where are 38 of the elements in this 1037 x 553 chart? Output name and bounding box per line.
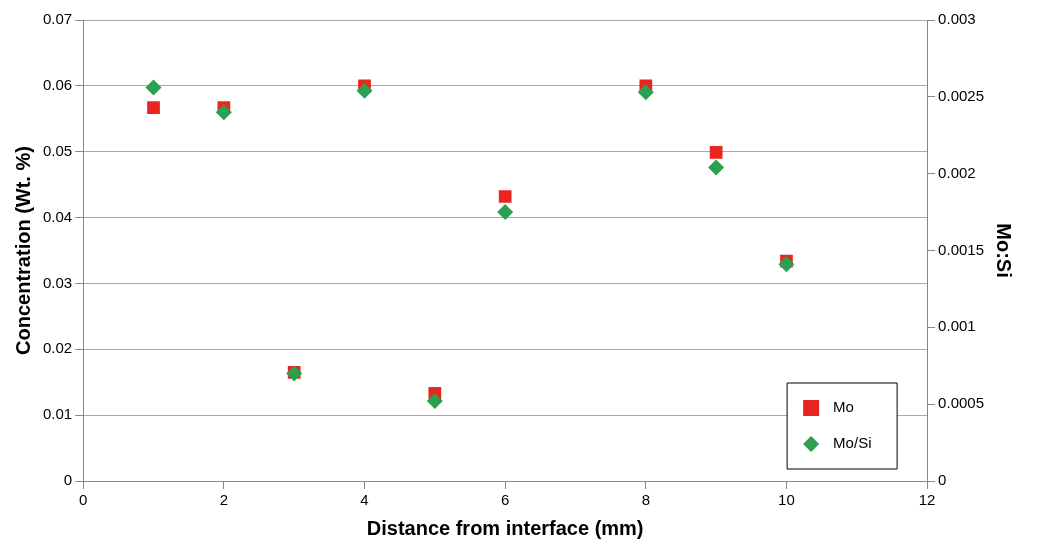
y-tick-label: 0.04 <box>42 207 73 225</box>
point <box>637 84 654 101</box>
point <box>356 82 373 99</box>
y-tick-label: 0.01 <box>42 405 73 423</box>
point <box>215 104 232 121</box>
y2-tick-label: 0.0005 <box>938 394 985 412</box>
x-tick-label: 12 <box>918 491 936 509</box>
legend-label: Mo/Si <box>833 434 872 452</box>
y2-tick-label: 0.002 <box>938 163 976 181</box>
y-tick-label: 0.06 <box>42 76 73 93</box>
x-tick-label: 0 <box>79 491 88 509</box>
point <box>708 159 725 176</box>
y-tick-label: 0.05 <box>42 141 73 159</box>
y-axis-title: Concentration (Wt. %) <box>11 146 34 355</box>
y-tick-label: 0.07 <box>42 10 73 28</box>
y2-tick-label: 0.0015 <box>938 240 985 258</box>
y-tick-label: 0.02 <box>42 339 73 357</box>
x-tick-label: 2 <box>219 491 229 509</box>
point <box>709 146 723 159</box>
y2-tick-label: 0.0025 <box>938 86 985 104</box>
point <box>497 204 514 221</box>
y2-tick-label: 0 <box>938 471 947 489</box>
x-tick-label: 4 <box>360 491 369 509</box>
y-tick-label: 0.03 <box>42 273 73 291</box>
point <box>498 190 512 203</box>
y-tick-label: 0 <box>63 471 73 489</box>
y2-tick-label: 0.001 <box>938 317 976 335</box>
point <box>147 101 160 114</box>
point <box>145 79 162 96</box>
y2-tick-label: 0.003 <box>938 10 976 28</box>
legend-label: Mo <box>833 398 854 416</box>
x-tick-label: 6 <box>500 491 510 509</box>
x-tick-label: 8 <box>641 491 650 509</box>
x-axis-title: Distance from interface (mm) <box>366 516 644 539</box>
x-tick-label: 10 <box>778 491 795 509</box>
point <box>778 256 795 273</box>
point <box>426 393 443 410</box>
y2-axis-title: Mo:Si <box>993 223 1016 278</box>
